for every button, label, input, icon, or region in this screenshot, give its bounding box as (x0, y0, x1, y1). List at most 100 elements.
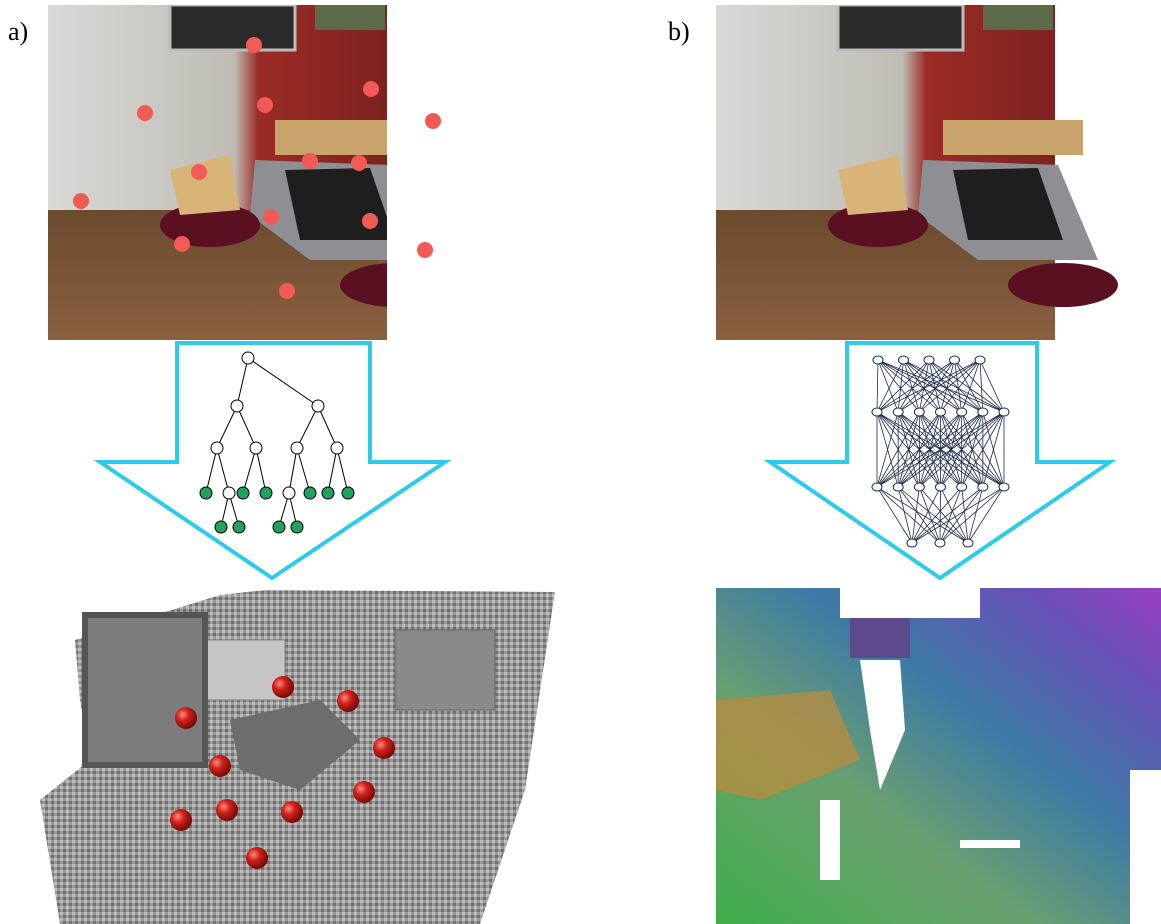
net-node (949, 355, 960, 365)
scene-point (373, 737, 395, 759)
keypoint (246, 37, 262, 53)
net-node (977, 482, 989, 492)
leaf-node (232, 520, 246, 534)
scene-points (170, 676, 395, 869)
net-edge (940, 486, 969, 544)
net-edge (876, 486, 913, 544)
net-edge (979, 359, 984, 413)
net-edge (903, 359, 920, 413)
keypoint (425, 113, 441, 129)
net-edge (940, 359, 955, 413)
keypoint (302, 153, 318, 169)
keypoint (363, 81, 379, 97)
keypoints (73, 37, 441, 299)
net-node (977, 407, 989, 417)
keypoint (351, 155, 367, 171)
net-edge (877, 359, 941, 413)
net-edge (954, 359, 963, 413)
leaf-node (214, 520, 228, 534)
keypoint (191, 164, 207, 180)
net-edge (903, 359, 941, 413)
tree-edge (205, 447, 218, 494)
net-edge (897, 486, 913, 544)
neural-network (871, 355, 1010, 548)
tree-node (330, 441, 344, 455)
net-node (913, 482, 925, 492)
scene-point (272, 676, 294, 698)
net-edge (919, 486, 969, 544)
net-edge (961, 359, 981, 413)
net-edge (919, 359, 955, 413)
net-edge (940, 359, 981, 413)
net-edge (979, 359, 1005, 413)
net-edge (911, 486, 920, 544)
net-edge (876, 486, 941, 544)
scene-point (281, 801, 303, 823)
net-edge (877, 359, 962, 413)
net-node (998, 482, 1010, 492)
net-edge (961, 411, 1005, 488)
net-edge (897, 359, 981, 413)
net-node (962, 538, 974, 548)
decision-tree (199, 351, 355, 534)
net-edge (876, 359, 981, 413)
net-edge (876, 411, 920, 488)
leaf-node (341, 486, 355, 500)
net-edge (928, 359, 984, 413)
net-edge (877, 359, 984, 413)
leaf-node (199, 486, 213, 500)
net-edge (919, 359, 981, 413)
net-edge (903, 359, 984, 413)
point-cloud (40, 590, 555, 924)
scene-point (353, 781, 375, 803)
tree-edge (216, 405, 238, 449)
net-edge (876, 411, 962, 488)
tree-edge (296, 447, 311, 494)
net-edge (911, 486, 941, 544)
net-edge (961, 486, 969, 544)
tree-edge (288, 447, 298, 494)
leaf-node (236, 486, 250, 500)
net-edge (876, 359, 904, 413)
net-edge (897, 486, 969, 544)
tree-edge (247, 357, 319, 407)
net-edge (876, 411, 984, 488)
net-node (956, 482, 968, 492)
tree-node (210, 441, 224, 455)
scene-point (175, 707, 197, 729)
keypoint (279, 283, 295, 299)
tree-edge (236, 357, 249, 407)
net-edge (876, 359, 955, 413)
net-node (956, 407, 968, 417)
arrow (763, 341, 1117, 581)
tree-edge (296, 405, 319, 449)
tree-node (241, 351, 255, 365)
net-node (906, 538, 918, 548)
net-node (934, 538, 946, 548)
net-edge (897, 359, 904, 413)
scene-point (246, 847, 268, 869)
keypoint (417, 242, 433, 258)
net-edge (897, 486, 941, 544)
net-edge (876, 359, 879, 413)
net-node (935, 407, 946, 417)
tree-node (311, 399, 325, 413)
net-edge (919, 411, 1005, 488)
net-node (892, 407, 904, 417)
scene-point (337, 690, 359, 712)
tree-edge (327, 447, 338, 494)
net-edge (876, 411, 1005, 488)
tree-edge (216, 447, 230, 494)
net-node (871, 482, 883, 492)
net-node (913, 407, 925, 417)
net-edge (982, 411, 1005, 488)
photo (48, 5, 387, 340)
keypoint (362, 213, 378, 229)
tree-node (249, 441, 263, 455)
net-edge (903, 359, 962, 413)
coordinate-map (716, 588, 1161, 924)
net-edge (928, 359, 941, 413)
tree-node (290, 441, 304, 455)
